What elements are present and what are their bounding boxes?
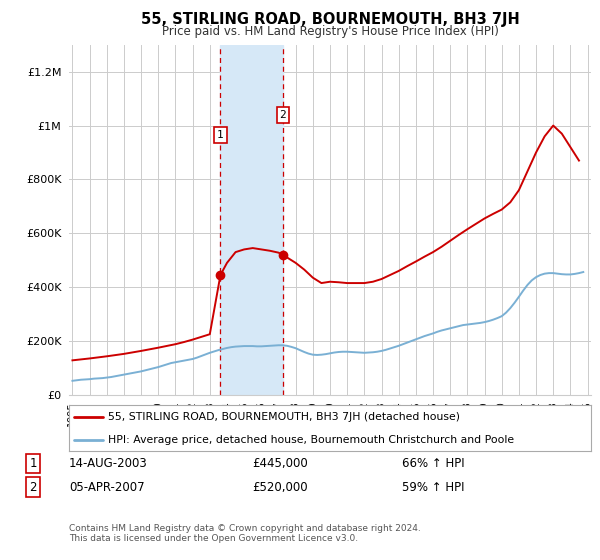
- Text: 55, STIRLING ROAD, BOURNEMOUTH, BH3 7JH (detached house): 55, STIRLING ROAD, BOURNEMOUTH, BH3 7JH …: [108, 412, 460, 422]
- Text: 2: 2: [280, 110, 286, 120]
- Text: HPI: Average price, detached house, Bournemouth Christchurch and Poole: HPI: Average price, detached house, Bour…: [108, 435, 514, 445]
- Text: 66% ↑ HPI: 66% ↑ HPI: [402, 457, 464, 470]
- Text: 1: 1: [217, 130, 224, 140]
- Text: 55, STIRLING ROAD, BOURNEMOUTH, BH3 7JH: 55, STIRLING ROAD, BOURNEMOUTH, BH3 7JH: [140, 12, 520, 27]
- Text: Contains HM Land Registry data © Crown copyright and database right 2024.
This d: Contains HM Land Registry data © Crown c…: [69, 524, 421, 543]
- Text: 1: 1: [29, 457, 37, 470]
- Text: £520,000: £520,000: [252, 480, 308, 494]
- Text: 59% ↑ HPI: 59% ↑ HPI: [402, 480, 464, 494]
- Text: £445,000: £445,000: [252, 457, 308, 470]
- Text: 05-APR-2007: 05-APR-2007: [69, 480, 145, 494]
- Text: 2: 2: [29, 480, 37, 494]
- Text: Price paid vs. HM Land Registry's House Price Index (HPI): Price paid vs. HM Land Registry's House …: [161, 25, 499, 38]
- Bar: [220, 45, 283, 395]
- Text: 14-AUG-2003: 14-AUG-2003: [69, 457, 148, 470]
